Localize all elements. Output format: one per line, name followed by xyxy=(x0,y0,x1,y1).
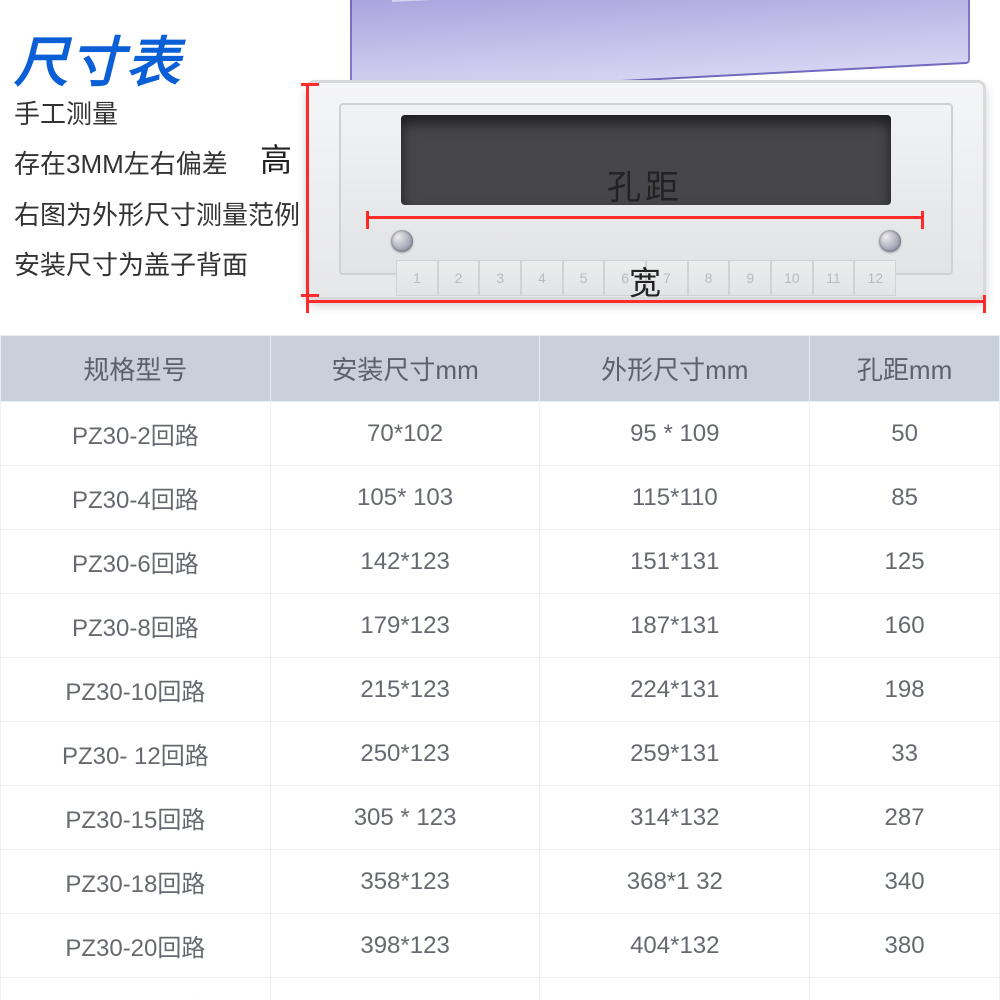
table-cell: 142*123 xyxy=(270,530,540,594)
th-install: 安装尺寸mm xyxy=(270,336,540,402)
table-cell: 33 xyxy=(810,722,1000,786)
product-illustration: 123456789101112 高 孔距 宽 xyxy=(300,0,990,320)
table-cell: 125 xyxy=(810,530,1000,594)
numstrip-cell: 5 xyxy=(563,260,605,296)
table-row: PZ30-18回路358*123368*1 32340 xyxy=(1,850,1000,914)
dim-label-width: 宽 xyxy=(629,258,661,304)
table-cell: PZ30-8回路 xyxy=(1,594,271,658)
table-cell: 160 xyxy=(810,594,1000,658)
numstrip-cell: 12 xyxy=(854,260,896,296)
numstrip-cell: 2 xyxy=(438,260,480,296)
table-cell: 70*102 xyxy=(270,402,540,466)
table-row: PZ30-15回路305 * 123314*132287 xyxy=(1,786,1000,850)
table-cell: PZ30-2回路 xyxy=(1,402,271,466)
numstrip-cell: 1 xyxy=(396,260,438,296)
table-body: PZ30-2回路70*10295 * 10950PZ30-4回路105* 103… xyxy=(1,402,1000,1000)
th-outline: 外形尺寸mm xyxy=(540,336,810,402)
table-cell: PZ30-4回路 xyxy=(1,466,271,530)
table-row: PZ30-6回路142*123151*131125 xyxy=(1,530,1000,594)
table-cell: 115*110 xyxy=(540,466,810,530)
note-line: 手工测量 xyxy=(14,94,300,134)
table-row: PZ30-4回路105* 103115*11085 xyxy=(1,466,1000,530)
table-cell: 50 xyxy=(810,402,1000,466)
table-cell: PZ30- 12回路 xyxy=(1,722,271,786)
table-cell: 151*131 xyxy=(540,530,810,594)
header-area: 尺寸表 手工测量 存在3MM左右偏差 右图为外形尺寸测量范例 安装尺寸为盖子背面… xyxy=(0,0,1000,335)
numstrip-cell: 11 xyxy=(813,260,855,296)
note-line: 安装尺寸为盖子背面 xyxy=(14,245,300,285)
dim-line-height xyxy=(306,83,309,297)
table-cell: PZ30-10回路 xyxy=(1,658,271,722)
size-table-wrap: 规格型号 安装尺寸mm 外形尺寸mm 孔距mm PZ30-2回路70*10295… xyxy=(0,335,1000,1000)
table-cell: 368*1 32 xyxy=(540,850,810,914)
numstrip-cell: 10 xyxy=(771,260,813,296)
table-cell: 105* 103 xyxy=(270,466,540,530)
table-cell: 287 xyxy=(810,786,1000,850)
notes-block: 手工测量 存在3MM左右偏差 右图为外形尺寸测量范例 安装尺寸为盖子背面 xyxy=(14,94,300,295)
table-cell: 358*123 xyxy=(270,850,540,914)
note-line: 存在3MM左右偏差 xyxy=(14,144,300,184)
table-row: PZ30-8回路179*123187*131160 xyxy=(1,594,1000,658)
table-cell: 95 * 109 xyxy=(540,402,810,466)
table-cell: 414 xyxy=(810,978,1000,1000)
th-model: 规格型号 xyxy=(1,336,271,402)
table-cell: 85 xyxy=(810,466,1000,530)
numstrip-cell: 3 xyxy=(479,260,521,296)
table-cell: 380 xyxy=(810,914,1000,978)
table-cell: PZ30-18回路 xyxy=(1,850,271,914)
th-hole: 孔距mm xyxy=(810,336,1000,402)
numstrip-cell: 4 xyxy=(521,260,563,296)
table-cell: 314*132 xyxy=(540,786,810,850)
numstrip-cell: 8 xyxy=(688,260,730,296)
table-row: PZ30- 12回路250*123259*13133 xyxy=(1,722,1000,786)
table-cell: 215*123 xyxy=(270,658,540,722)
table-cell: 441*132 xyxy=(540,978,810,1000)
page-title: 尺寸表 xyxy=(14,18,182,97)
table-cell: 398*123 xyxy=(270,914,540,978)
table-cell: 224*131 xyxy=(540,658,810,722)
page: 尺寸表 手工测量 存在3MM左右偏差 右图为外形尺寸测量范例 安装尺寸为盖子背面… xyxy=(0,0,1000,1000)
screw-left-icon xyxy=(391,230,413,252)
table-cell: PZ30-20回路 xyxy=(1,914,271,978)
table-head: 规格型号 安装尺寸mm 外形尺寸mm 孔距mm xyxy=(1,336,1000,402)
table-cell: 198 xyxy=(810,658,1000,722)
dim-label-height: 高 xyxy=(260,135,292,181)
table-cell: 259*131 xyxy=(540,722,810,786)
table-cell: PZ30-6回路 xyxy=(1,530,271,594)
table-cell: 340 xyxy=(810,850,1000,914)
table-cell: PZ30-22回路 xyxy=(1,978,271,1000)
note-line: 右图为外形尺寸测量范例 xyxy=(14,195,300,235)
table-row: PZ30-10回路215*123224*131198 xyxy=(1,658,1000,722)
dim-line-hole xyxy=(366,216,924,219)
dim-label-hole: 孔距 xyxy=(607,160,683,209)
table-cell: 187*131 xyxy=(540,594,810,658)
table-cell: 250*123 xyxy=(270,722,540,786)
table-cell: 179*123 xyxy=(270,594,540,658)
table-cell: 305 * 123 xyxy=(270,786,540,850)
table-cell: 433*123 xyxy=(270,978,540,1000)
table-cell: 404*132 xyxy=(540,914,810,978)
numstrip-cell: 9 xyxy=(729,260,771,296)
table-row: PZ30-22回路433*123441*132414 xyxy=(1,978,1000,1000)
size-table: 规格型号 安装尺寸mm 外形尺寸mm 孔距mm PZ30-2回路70*10295… xyxy=(0,335,1000,1000)
table-row: PZ30-20回路398*123404*132380 xyxy=(1,914,1000,978)
screw-right-icon xyxy=(879,230,901,252)
table-cell: PZ30-15回路 xyxy=(1,786,271,850)
table-row: PZ30-2回路70*10295 * 10950 xyxy=(1,402,1000,466)
